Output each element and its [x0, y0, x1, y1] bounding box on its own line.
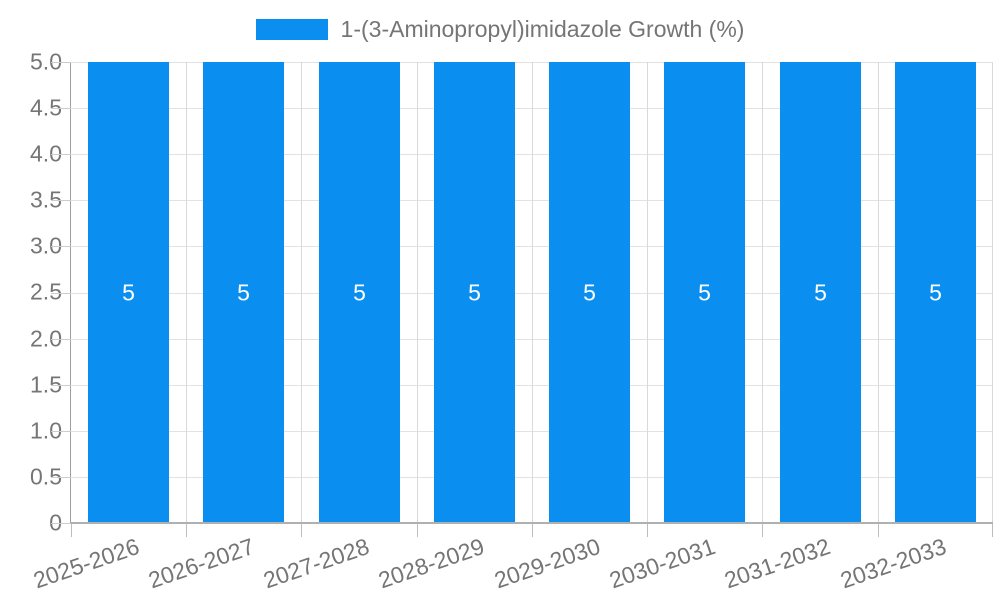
bar-2027-2028[interactable]: 5	[319, 62, 400, 523]
x-tick-label: 2028-2029	[374, 533, 488, 594]
bar-value-label: 5	[929, 279, 942, 305]
bar-value-label: 5	[814, 279, 827, 305]
y-tick-label: 2.5	[30, 278, 62, 305]
gridline	[186, 62, 187, 523]
x-tick-label: 2025-2026	[29, 533, 143, 594]
bar-2032-2033[interactable]: 5	[895, 62, 976, 523]
y-tick-label: 3.0	[30, 232, 62, 259]
gridline	[878, 62, 879, 523]
bar-value-label: 5	[122, 279, 135, 305]
y-tick-label: 1.0	[30, 417, 62, 444]
gridline	[301, 62, 302, 523]
y-tick-label: 4.5	[30, 94, 62, 121]
x-tick-label: 2029-2030	[490, 533, 604, 594]
x-tick	[762, 523, 763, 537]
bar-value-label: 5	[237, 279, 250, 305]
y-tick	[51, 154, 71, 155]
x-tick-label: 2032-2033	[836, 533, 950, 594]
x-tick	[992, 523, 993, 537]
chart-legend: 1-(3-Aminopropyl)imidazole Growth (%)	[0, 16, 1000, 43]
gridline	[762, 62, 763, 523]
x-tick	[878, 523, 879, 537]
legend-label: 1-(3-Aminopropyl)imidazole Growth (%)	[340, 16, 745, 42]
y-tick	[51, 431, 71, 432]
plot-area: 5 5 5 5 5 5 5 5	[51, 62, 993, 537]
y-tick-label: 0	[49, 509, 62, 536]
bar-value-label: 5	[698, 279, 711, 305]
y-tick	[51, 246, 71, 247]
y-tick	[51, 385, 71, 386]
bar-2031-2032[interactable]: 5	[780, 62, 861, 523]
y-tick	[51, 62, 71, 63]
x-axis-line	[71, 522, 993, 524]
gridline	[532, 62, 533, 523]
legend-item[interactable]: 1-(3-Aminopropyl)imidazole Growth (%)	[255, 16, 745, 43]
x-tick	[532, 523, 533, 537]
x-tick	[71, 523, 72, 537]
gridline	[992, 62, 993, 523]
y-tick	[51, 523, 71, 524]
bar-value-label: 5	[583, 279, 596, 305]
bar-2030-2031[interactable]: 5	[664, 62, 745, 523]
bar-2026-2027[interactable]: 5	[203, 62, 284, 523]
y-tick-label: 2.0	[30, 325, 62, 352]
x-tick-label: 2026-2027	[144, 533, 258, 594]
gridline	[647, 62, 648, 523]
y-tick	[51, 200, 71, 201]
bar-value-label: 5	[468, 279, 481, 305]
y-tick-label: 0.5	[30, 463, 62, 490]
x-tick	[301, 523, 302, 537]
x-tick-label: 2031-2032	[720, 533, 834, 594]
y-tick-label: 3.5	[30, 186, 62, 213]
bar-2025-2026[interactable]: 5	[88, 62, 169, 523]
bar-2028-2029[interactable]: 5	[434, 62, 515, 523]
y-tick-label: 1.5	[30, 371, 62, 398]
bar-2029-2030[interactable]: 5	[549, 62, 630, 523]
y-tick	[51, 477, 71, 478]
x-tick	[417, 523, 418, 537]
x-tick	[186, 523, 187, 537]
gridline	[417, 62, 418, 523]
y-tick	[51, 339, 71, 340]
y-tick-label: 4.0	[30, 140, 62, 167]
y-tick	[51, 293, 71, 294]
bar-value-label: 5	[353, 279, 366, 305]
x-tick	[647, 523, 648, 537]
x-tick-label: 2030-2031	[605, 533, 719, 594]
legend-swatch-icon	[255, 19, 328, 40]
y-tick-label: 5.0	[30, 48, 62, 75]
x-tick-label: 2027-2028	[259, 533, 373, 594]
y-tick	[51, 108, 71, 109]
